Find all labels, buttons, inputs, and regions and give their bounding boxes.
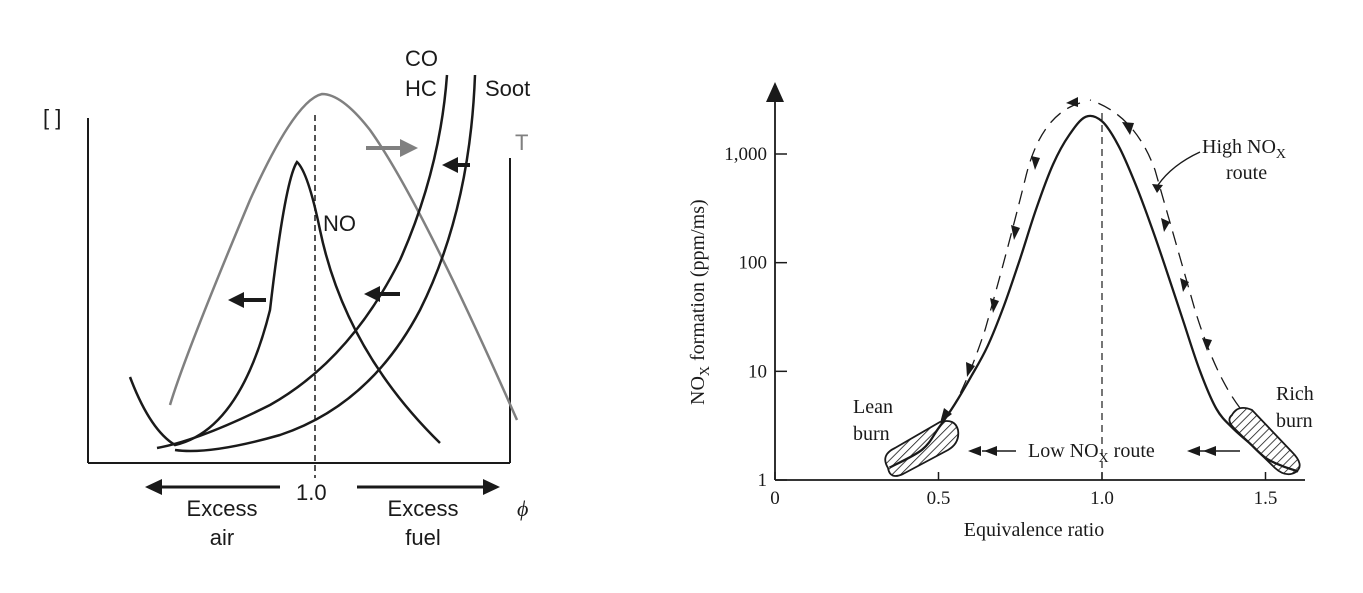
right-x-axis-label: Equivalence ratio <box>964 519 1105 541</box>
lean-burn-region <box>884 420 960 477</box>
right-ticks: 0 0.5 1.0 1.5 1 10 100 1,000 <box>724 144 1277 509</box>
high-route-left-arrow-icon-5 <box>940 408 952 423</box>
soot-label: Soot <box>485 76 530 101</box>
low-nox-route-rest: route <box>1109 440 1155 462</box>
x-tick-label: 1.0 <box>1090 488 1114 509</box>
co-label: CO <box>405 46 438 71</box>
left-chart: [ ] CO HC Soot T NO 1.0 ϕ Excess air Exc… <box>43 46 530 550</box>
left-y-bracket-label: [ ] <box>43 105 61 130</box>
lean-burn-label-2: burn <box>853 423 890 445</box>
excess-air-label-2: air <box>210 525 234 550</box>
y-tick-label: 1 <box>758 470 768 491</box>
soot-shift-arrow-head <box>442 157 458 173</box>
y-tick-label: 100 <box>739 253 768 274</box>
low-nox-route-sub: X <box>1099 451 1109 466</box>
high-nox-route-label-1: High NOX <box>1202 136 1286 162</box>
right-y-axis-label: NOX formation (ppm/ms) <box>687 199 713 405</box>
excess-fuel-label-2: fuel <box>405 525 440 550</box>
y-tick-label: 1,000 <box>724 144 767 165</box>
high-route-pointer <box>1157 151 1201 186</box>
excess-fuel-label-1: Excess <box>388 496 459 521</box>
high-route-pointer-head <box>1152 184 1163 193</box>
phi-one-label: 1.0 <box>296 480 327 505</box>
high-route-right-arrow-icon-3 <box>1180 278 1189 292</box>
x-tick-label: 1.5 <box>1254 488 1278 509</box>
high-route-right-dashed <box>1089 99 1241 409</box>
no-label: NO <box>323 211 356 236</box>
low-route-left-arrow-head-2 <box>984 446 997 456</box>
no-curve <box>128 160 441 447</box>
low-route-right-arrow-head-2 <box>1203 446 1216 456</box>
temperature-shift-arrow-head <box>400 139 418 157</box>
high-route-right-arrow-icon-4 <box>1202 338 1212 351</box>
x-tick-label: 0 <box>770 488 780 509</box>
right-y-axis-label-rest: formation (ppm/ms) <box>687 199 709 366</box>
high-nox-route-sub: X <box>1276 147 1286 162</box>
right-y-axis-arrow-icon <box>766 82 784 102</box>
high-route-top-arrow-icon <box>1066 97 1078 107</box>
nox-formation-curve <box>888 114 1299 473</box>
t-label: T <box>515 130 528 155</box>
high-route-left-arrow-icon-3 <box>990 298 999 313</box>
rich-burn-label-1: Rich <box>1276 383 1314 405</box>
co-hc-curve <box>156 74 449 450</box>
rich-burn-label-2: burn <box>1276 410 1313 432</box>
soot-curve <box>174 74 477 453</box>
temperature-curve <box>168 92 519 421</box>
excess-air-label-1: Excess <box>187 496 258 521</box>
hc-label: HC <box>405 76 437 101</box>
right-y-axis-label-main: NO <box>687 376 709 405</box>
high-route-left-arrow-icon-4 <box>966 362 975 377</box>
co-shift-arrow-head <box>364 286 380 302</box>
high-route-right-arrow-icon-1 <box>1122 122 1134 135</box>
high-route-left-dashed <box>947 102 1081 416</box>
high-nox-route-label-2: route <box>1226 162 1267 184</box>
y-tick-label: 10 <box>748 361 767 382</box>
x-tick-label: 0.5 <box>927 488 951 509</box>
low-route-right-arrow-head-1 <box>1187 446 1200 456</box>
excess-air-arrow-head <box>145 479 162 495</box>
high-route-left-arrow-icon-1 <box>1031 156 1040 170</box>
low-nox-route-main: Low NO <box>1028 440 1099 462</box>
phi-label: ϕ <box>517 496 528 521</box>
high-route-right-arrow-icon-2 <box>1161 218 1170 232</box>
high-nox-route-main: High NO <box>1202 136 1276 158</box>
rich-burn-region <box>1228 406 1301 476</box>
low-route-left-arrow-head-1 <box>968 446 981 456</box>
lean-burn-label-1: Lean <box>853 396 893 418</box>
excess-fuel-arrow-head <box>483 479 500 495</box>
no-left-arrow-head <box>228 292 244 308</box>
high-route-left-arrow-icon-2 <box>1011 225 1020 240</box>
right-y-axis-label-sub: X <box>698 366 713 376</box>
low-nox-route-label: Low NOX route <box>1028 440 1155 466</box>
